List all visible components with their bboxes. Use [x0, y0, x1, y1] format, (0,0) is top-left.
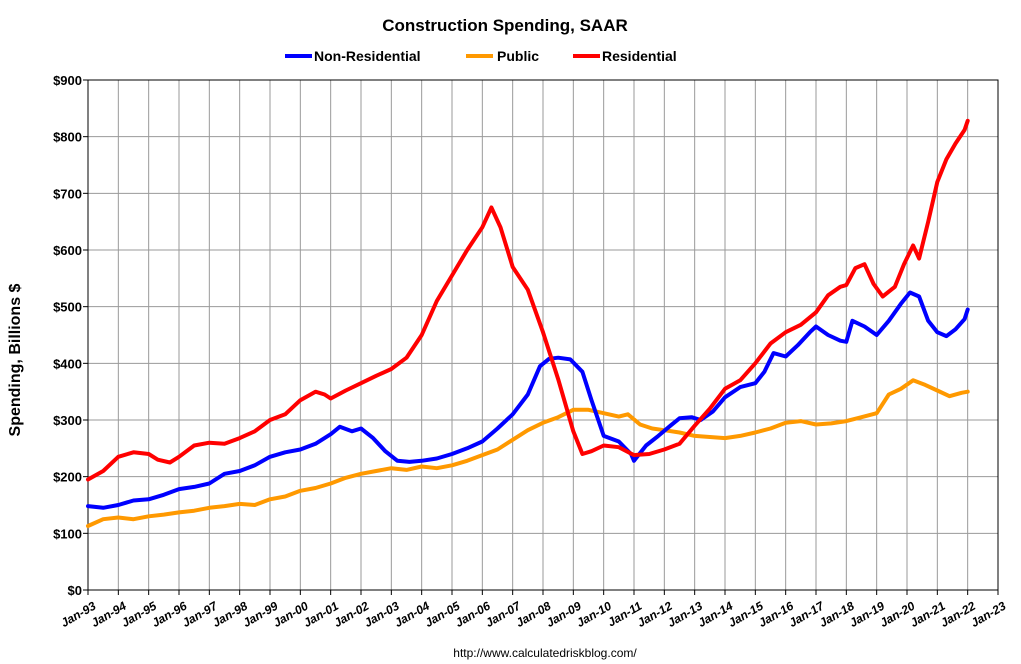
series-lines: [86, 118, 970, 528]
y-tick-label: $900: [53, 73, 82, 88]
chart-title: Construction Spending, SAAR: [382, 16, 628, 35]
legend-item-residential: Residential: [573, 48, 677, 64]
y-tick-label: $400: [53, 356, 82, 371]
y-tick-label: $600: [53, 243, 82, 258]
series-line-non-residential: [86, 290, 970, 510]
series-line-public: [86, 378, 970, 528]
y-tick-label: $500: [53, 300, 82, 315]
y-tick-label: $800: [53, 130, 82, 145]
y-tick-label: $100: [53, 526, 82, 541]
x-tick-labels: Jan-93Jan-94Jan-95Jan-96Jan-97Jan-98Jan-…: [58, 598, 1008, 630]
axes: [83, 79, 999, 595]
y-axis-label: Spending, Billions $: [7, 283, 24, 436]
legend-label-non-residential: Non-Residential: [314, 48, 421, 64]
x-tick-label: Jan-23: [968, 599, 1008, 630]
y-tick-label: $200: [53, 470, 82, 485]
y-tick-label: $0: [68, 583, 82, 598]
legend-item-non-residential: Non-Residential: [285, 48, 421, 64]
legend-item-public: Public: [466, 48, 539, 64]
y-tick-label: $700: [53, 186, 82, 201]
legend-label-public: Public: [497, 48, 539, 64]
x-tick-label: Jan-10: [574, 599, 614, 630]
plot-area-border: [87, 79, 999, 591]
legend-label-residential: Residential: [602, 48, 677, 64]
y-tick-label: $300: [53, 413, 82, 428]
source-url: http://www.calculatedriskblog.com/: [453, 646, 637, 660]
series-line-residential: [86, 118, 970, 482]
y-tick-labels: $0 $100 $200 $300 $400 $500 $600 $700 $800 $900: [53, 73, 82, 598]
legend: Non-Residential Public Residential: [285, 48, 677, 64]
